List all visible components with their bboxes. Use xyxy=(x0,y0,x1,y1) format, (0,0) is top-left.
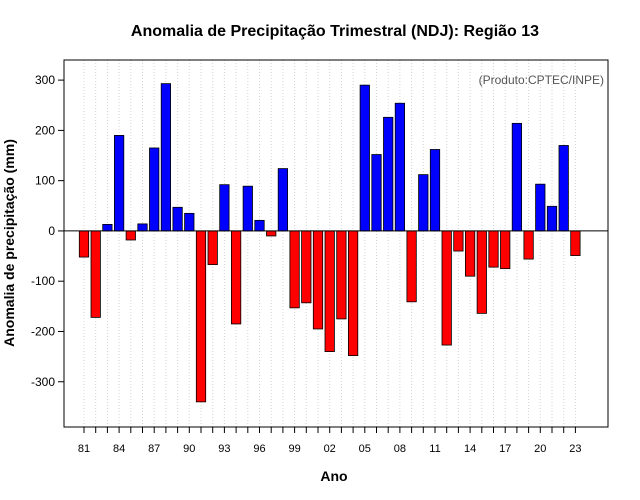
bar-2010 xyxy=(418,174,429,232)
y-tick-label: 300 xyxy=(35,73,55,87)
x-tick-label: 87 xyxy=(148,443,160,455)
x-axis: 81 84 87 90 93 96 99 02 05 08 11 14 17 20 23 xyxy=(78,427,582,455)
y-tick-label: 100 xyxy=(35,174,55,188)
x-tick-label: 96 xyxy=(253,443,265,455)
x-tick-label: 11 xyxy=(429,443,440,455)
bar-1982 xyxy=(90,230,101,318)
bar-2018 xyxy=(511,122,523,232)
bar-1996 xyxy=(254,219,265,232)
y-tick-label: -300 xyxy=(31,375,55,389)
bar-2005 xyxy=(359,84,370,232)
bar-2009 xyxy=(406,230,417,303)
bar-1990 xyxy=(184,212,195,232)
bar-1994 xyxy=(230,230,242,325)
bar-2006 xyxy=(371,154,382,232)
bar-2000 xyxy=(301,230,312,304)
x-tick-label: 08 xyxy=(394,443,406,455)
bar-2003 xyxy=(336,230,347,320)
x-tick-label: 99 xyxy=(288,443,300,455)
x-tick-label: 84 xyxy=(113,443,125,455)
y-axis-label: Anomalia de precipitação (mm) xyxy=(1,139,17,347)
y-axis: -300 -200 -100 0 100 200 300 xyxy=(31,73,64,389)
x-tick-label: 17 xyxy=(499,443,511,455)
bar-1983 xyxy=(102,223,113,232)
bar-1981 xyxy=(78,230,90,258)
bar-2001 xyxy=(312,230,324,330)
bar-2020 xyxy=(535,183,546,232)
x-tick-label: 93 xyxy=(218,443,230,455)
bar-1998 xyxy=(277,168,289,232)
bar-2008 xyxy=(394,102,406,232)
bar-1986 xyxy=(137,223,148,232)
bar-1984 xyxy=(114,135,125,232)
bar-1993 xyxy=(219,184,230,232)
bar-1992 xyxy=(207,230,218,266)
x-tick-label: 23 xyxy=(569,443,581,455)
x-tick-label: 90 xyxy=(183,443,195,455)
bar-1987 xyxy=(149,147,160,232)
y-tick-label: -100 xyxy=(31,274,55,288)
bar-1997 xyxy=(266,230,277,237)
y-tick-label: -200 xyxy=(31,324,55,338)
chart-title: Anomalia de Precipitação Trimestral (NDJ… xyxy=(131,23,539,40)
bar-1988 xyxy=(160,83,171,232)
x-tick-label: 14 xyxy=(464,443,476,455)
y-tick-label: 0 xyxy=(48,224,55,238)
bar-2019 xyxy=(523,230,534,260)
bars xyxy=(78,83,581,403)
bar-1989 xyxy=(172,206,183,232)
x-tick-label: 81 xyxy=(78,443,90,455)
bar-1995 xyxy=(242,185,253,232)
bar-2023 xyxy=(570,230,581,256)
bar-1985 xyxy=(125,230,136,241)
plot-frame xyxy=(63,59,609,428)
x-tick-label: 05 xyxy=(359,443,371,455)
bar-2013 xyxy=(453,230,464,252)
bar-2015 xyxy=(476,230,487,314)
x-tick-label: 20 xyxy=(534,443,546,455)
bar-2011 xyxy=(429,149,441,232)
bar-2012 xyxy=(441,230,452,346)
x-tick-label: 02 xyxy=(324,443,336,455)
x-axis-label: Ano xyxy=(320,468,347,484)
bar-1991 xyxy=(195,230,207,403)
bar-2016 xyxy=(488,230,499,268)
bar-2014 xyxy=(464,230,476,277)
bar-2002 xyxy=(324,230,335,352)
y-tick-label: 200 xyxy=(35,123,55,137)
bar-1999 xyxy=(289,230,300,309)
bar-2022 xyxy=(558,145,569,232)
bar-2004 xyxy=(347,230,359,357)
source-note: (Produto:CPTEC/INPE) xyxy=(479,73,604,87)
bar-2007 xyxy=(383,116,394,232)
bar-2021 xyxy=(546,205,558,232)
bar-2017 xyxy=(500,230,511,270)
